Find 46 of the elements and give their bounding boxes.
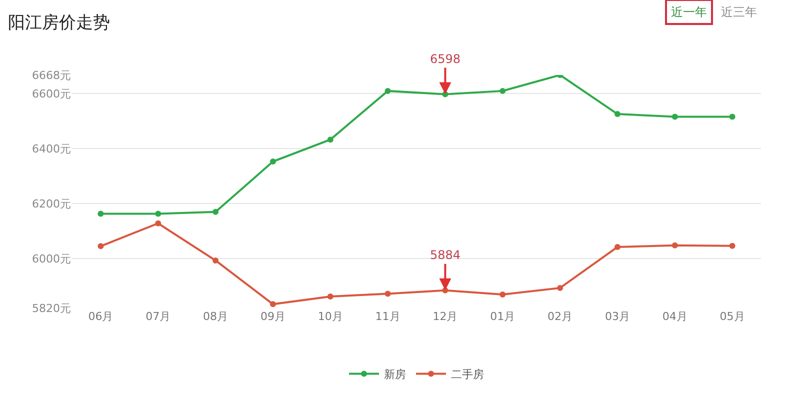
point bbox=[672, 114, 678, 120]
chart-title: 阳江房价走势 bbox=[8, 12, 110, 33]
point bbox=[557, 284, 564, 291]
y-tick-label: 5820元 bbox=[32, 302, 71, 315]
x-tick-label: 08月 bbox=[203, 310, 228, 323]
point bbox=[270, 301, 276, 308]
x-tick-label: 07月 bbox=[146, 310, 171, 323]
point bbox=[500, 292, 506, 298]
point bbox=[384, 290, 391, 297]
point bbox=[614, 111, 620, 118]
x-tick-label: 03月 bbox=[604, 310, 630, 323]
point bbox=[327, 293, 334, 300]
point bbox=[500, 88, 506, 94]
legend-label: 二手房 bbox=[451, 368, 484, 382]
x-tick-label: 04月 bbox=[662, 310, 688, 323]
x-tick-label: 06月 bbox=[88, 310, 114, 323]
point bbox=[98, 243, 104, 250]
x-tick-label: 05月 bbox=[720, 310, 745, 323]
y-tick-label: 6200元 bbox=[32, 197, 71, 210]
point bbox=[270, 158, 276, 165]
point bbox=[212, 208, 219, 215]
x-tick-label: 01月 bbox=[490, 310, 516, 323]
y-tick-label: 6400元 bbox=[32, 142, 71, 156]
x-tick-label: 10月 bbox=[318, 310, 343, 323]
point bbox=[672, 242, 678, 248]
annotation: 6598 bbox=[430, 52, 461, 66]
y-tick-label: 6000元 bbox=[32, 252, 71, 266]
point bbox=[327, 136, 334, 143]
x-tick-label: 02月 bbox=[548, 310, 573, 323]
y-tick-label: 6600元 bbox=[32, 88, 71, 101]
point bbox=[729, 114, 736, 120]
point bbox=[155, 220, 162, 226]
x-tick-label: 12月 bbox=[432, 310, 458, 323]
legend-label: 新房 bbox=[384, 368, 406, 382]
text: 近一年 bbox=[671, 5, 707, 19]
annotation: 5884 bbox=[430, 248, 461, 262]
point bbox=[614, 244, 620, 250]
text: 近三年 bbox=[721, 5, 757, 19]
point bbox=[729, 242, 736, 249]
point bbox=[384, 88, 391, 94]
x-tick-label: 09月 bbox=[260, 310, 286, 323]
y-tick-label: 6668元 bbox=[32, 68, 71, 82]
x-tick-label: 11月 bbox=[375, 310, 400, 323]
point bbox=[98, 210, 104, 217]
point bbox=[155, 210, 162, 217]
point bbox=[212, 257, 219, 264]
